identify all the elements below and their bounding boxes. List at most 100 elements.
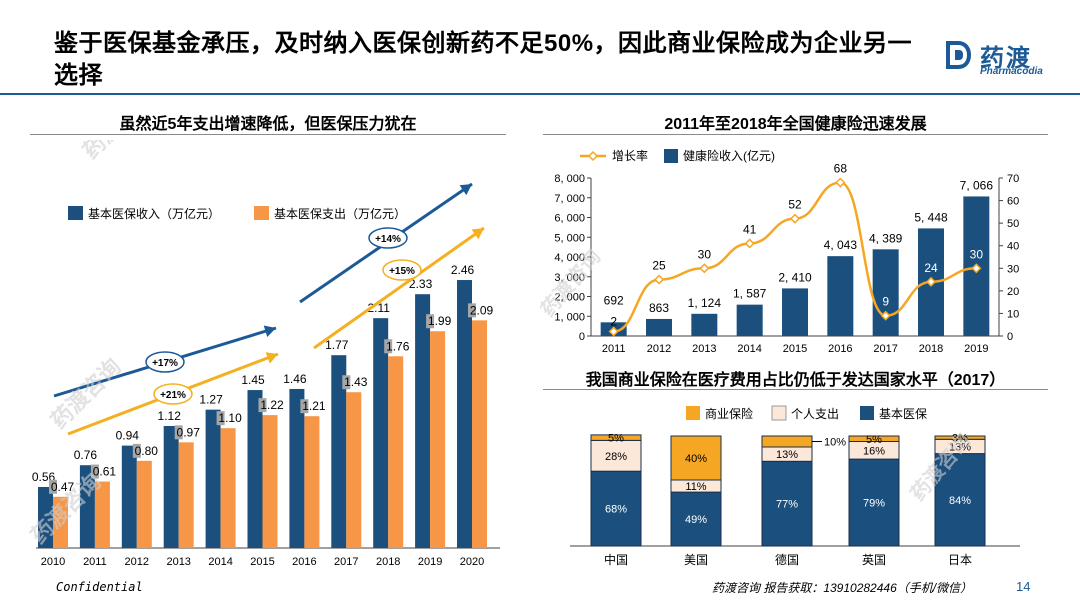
stacked-segment-commercial [761, 435, 813, 448]
segment-value-label: 3% [952, 433, 968, 445]
legend-growth-marker [587, 150, 599, 162]
growth-rate-point [925, 276, 937, 287]
y-tick-label: 4, 000 [554, 252, 585, 264]
growth-badge-label: +17% [152, 358, 178, 369]
right-top-title-divider [543, 134, 1048, 135]
growth-badge [368, 227, 408, 249]
growth-badge-label: +21% [160, 390, 186, 401]
revenue-value-label: 4, 043 [824, 238, 858, 252]
growth-rate-label: 52 [788, 198, 802, 212]
income-bar [415, 294, 431, 548]
growth-rate-point [699, 263, 710, 274]
income-bar [247, 390, 263, 548]
growth-rate-label: 68 [834, 162, 848, 176]
income-bar [373, 318, 389, 548]
left-chart-title: 虽然近5年支出增速降低，但医保压力犹在 [119, 116, 417, 133]
legend-label: 商业保险 [705, 406, 753, 421]
income-value-label: 1.45 [241, 373, 265, 387]
segment-value-label: 13% [776, 449, 798, 461]
segment-value-label: 77% [776, 499, 798, 511]
expense-bar [220, 428, 236, 548]
segment-value-label: 10% [824, 437, 846, 449]
pharmacodia-logo-icon [946, 41, 972, 69]
growth-rate-label: 30 [970, 247, 984, 261]
trend-arrowhead [265, 352, 278, 364]
expense-label-bg [468, 303, 476, 318]
stacked-segment-commercial [848, 435, 900, 442]
expense-bar [53, 496, 68, 548]
stacked-segment-basic [934, 453, 986, 547]
year-tick-label: 2012 [125, 556, 149, 568]
expense-bar [472, 320, 487, 548]
year-tick-label: 2018 [919, 343, 943, 355]
growth-rate-point [789, 213, 801, 224]
segment-value-label: 13% [949, 441, 971, 453]
legend-swatch [686, 406, 700, 420]
country-tick-label: 日本 [948, 553, 972, 567]
trend-arrow-line [313, 226, 485, 350]
country-tick-label: 德国 [775, 552, 799, 567]
expense-bar [136, 460, 152, 548]
y2-tick-label: 30 [1007, 263, 1019, 275]
income-bar [79, 465, 95, 548]
page-number: 14 [1016, 579, 1031, 594]
y-tick-label: 3, 000 [554, 272, 585, 284]
year-tick-label: 2016 [292, 556, 316, 568]
y-tick-label: 6, 000 [554, 213, 585, 225]
segment-value-label: 84% [949, 495, 971, 507]
country-tick-label: 中国 [604, 552, 628, 567]
health-revenue-bar [691, 313, 718, 336]
expense-bar [94, 481, 110, 548]
y2-tick-label: 10 [1007, 308, 1019, 320]
y2-tick-label: 50 [1007, 218, 1019, 230]
legend-income-label: 基本医保收入（万亿元） [88, 206, 220, 221]
growth-rate-label: 9 [882, 295, 889, 309]
right-bottom-chart-title: 我国商业保险在医疗费用占比仍低于发达国家水平（2017） [585, 372, 1006, 389]
y-tick-label: 7, 000 [554, 193, 585, 205]
year-tick-label: 2013 [166, 556, 190, 568]
expense-value-label: 1.22 [260, 398, 284, 412]
stacked-segment-commercial [934, 435, 986, 440]
logo-subtext: Pharmacodia [980, 66, 1043, 77]
income-value-label: 1.27 [199, 393, 223, 407]
expense-value-label: 0.47 [51, 480, 75, 494]
growth-rate-point [744, 238, 755, 249]
growth-rate-line [613, 181, 977, 333]
expense-value-label: 1.76 [386, 339, 410, 353]
income-value-label: 1.12 [158, 409, 182, 423]
expense-value-label: 0.80 [135, 444, 159, 458]
year-tick-label: 2015 [783, 343, 807, 355]
logo-text: 药渡 [980, 45, 1032, 72]
health-revenue-bar [782, 288, 808, 336]
country-tick-label: 英国 [862, 553, 886, 567]
report-contact: 药渡咨询 报告获取：13910282446（手机/微信） [712, 581, 973, 595]
expense-label-bg [384, 339, 393, 354]
y2-tick-label: 60 [1007, 196, 1019, 208]
right-top-chart-title: 2011年至2018年全国健康险迅速发展 [664, 116, 927, 133]
expense-value-label: 0.97 [177, 425, 201, 439]
segment-value-label: 79% [863, 498, 885, 510]
income-value-label: 2.33 [409, 277, 433, 291]
health-revenue-bar [872, 249, 899, 336]
expense-bar [430, 331, 446, 548]
segment-value-label: 40% [685, 453, 707, 465]
growth-rate-point [971, 263, 982, 274]
health-revenue-bar [827, 256, 854, 336]
income-bar [121, 445, 137, 548]
left-title-divider [30, 134, 506, 135]
income-value-label: 0.94 [116, 429, 140, 443]
legend-label: 个人支出 [791, 407, 839, 421]
y-tick-label: 2, 000 [554, 292, 585, 304]
legend-expense-label: 基本医保支出（万亿元） [274, 206, 406, 221]
segment-value-label: 68% [605, 504, 627, 516]
income-bar [457, 280, 472, 548]
expense-label-bg [49, 479, 57, 494]
insurance-share-chart: 68%28%5%中国49%11%40%美国77%13%10%德国79%16%5%… [570, 405, 1020, 567]
revenue-value-label: 4, 389 [869, 231, 903, 245]
health-insurance-chart: 0 1, 000 2, 000 3, 000 4, 000 5, 000 6, 000 7, … [540, 148, 1019, 355]
health-revenue-bar [736, 304, 763, 336]
income-value-label: 1.77 [325, 338, 349, 352]
expense-label-bg [132, 443, 141, 458]
income-value-label: 2.46 [451, 263, 475, 277]
trend-arrowhead [459, 184, 472, 196]
